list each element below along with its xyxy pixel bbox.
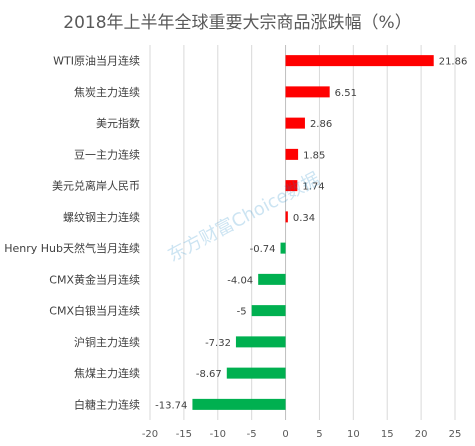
x-tick-label: 5 <box>316 429 322 440</box>
data-label: 21.86 <box>439 57 468 68</box>
x-tick-label: 10 <box>347 429 360 440</box>
category-label: 焦炭主力连续 <box>74 85 140 99</box>
x-tick-label: -10 <box>210 429 226 440</box>
bar-layer <box>192 55 434 410</box>
label-layer: WTI原油当月连续 21.86 焦炭主力连续 6.51 美元指数 2.86 豆一主力连续 1.… <box>4 54 467 412</box>
category-label: 美元兑离岸人民币 <box>52 179 140 193</box>
category-label: 沪铜主力连续 <box>74 335 140 349</box>
grid-layer <box>149 45 456 420</box>
bar <box>226 367 286 379</box>
category-label: 美元指数 <box>96 116 140 130</box>
category-label: WTI原油当月连续 <box>53 54 140 68</box>
bar <box>285 117 305 129</box>
category-label: 焦煤主力连续 <box>74 366 140 380</box>
category-label: 豆一主力连续 <box>74 147 140 161</box>
data-label: 0.34 <box>293 213 315 224</box>
bar <box>285 148 299 160</box>
data-label: 1.85 <box>303 150 325 161</box>
bar <box>235 336 286 348</box>
bar <box>285 55 434 67</box>
data-label: -8.67 <box>196 369 222 380</box>
tick-layer: -20 -15 -10 -5 0 5 10 15 20 25 <box>142 429 462 440</box>
category-label: CMX白银当月连续 <box>49 304 140 318</box>
category-label: 螺纹钢主力连续 <box>63 210 140 224</box>
data-label: 2.86 <box>310 119 332 130</box>
data-label: -13.74 <box>155 400 187 411</box>
bar <box>251 305 286 317</box>
x-tick-label: -20 <box>142 429 158 440</box>
data-label: -7.32 <box>205 338 231 349</box>
category-label: Henry Hub天然气当月连续 <box>4 241 140 255</box>
bar <box>285 211 288 223</box>
data-label: 6.51 <box>335 88 357 99</box>
data-label: 1.74 <box>302 182 324 193</box>
category-label: CMX黄金当月连续 <box>49 272 140 286</box>
x-tick-label: 20 <box>415 429 428 440</box>
category-label: 白糖主力连续 <box>74 397 140 411</box>
bar <box>285 180 298 192</box>
data-label: -5 <box>237 307 247 318</box>
x-tick-label: 0 <box>282 429 288 440</box>
x-tick-label: 25 <box>449 429 462 440</box>
data-label: -4.04 <box>227 275 253 286</box>
data-label: -0.74 <box>250 244 276 255</box>
chart-title: 2018年上半年全球重要大宗商品涨跌幅（%） <box>63 13 412 33</box>
x-tick-label: 15 <box>381 429 394 440</box>
x-tick-label: -15 <box>176 429 192 440</box>
bar <box>192 398 286 410</box>
bar <box>285 86 330 98</box>
bar <box>258 273 286 285</box>
x-tick-label: -5 <box>247 429 257 440</box>
bar <box>280 242 286 254</box>
